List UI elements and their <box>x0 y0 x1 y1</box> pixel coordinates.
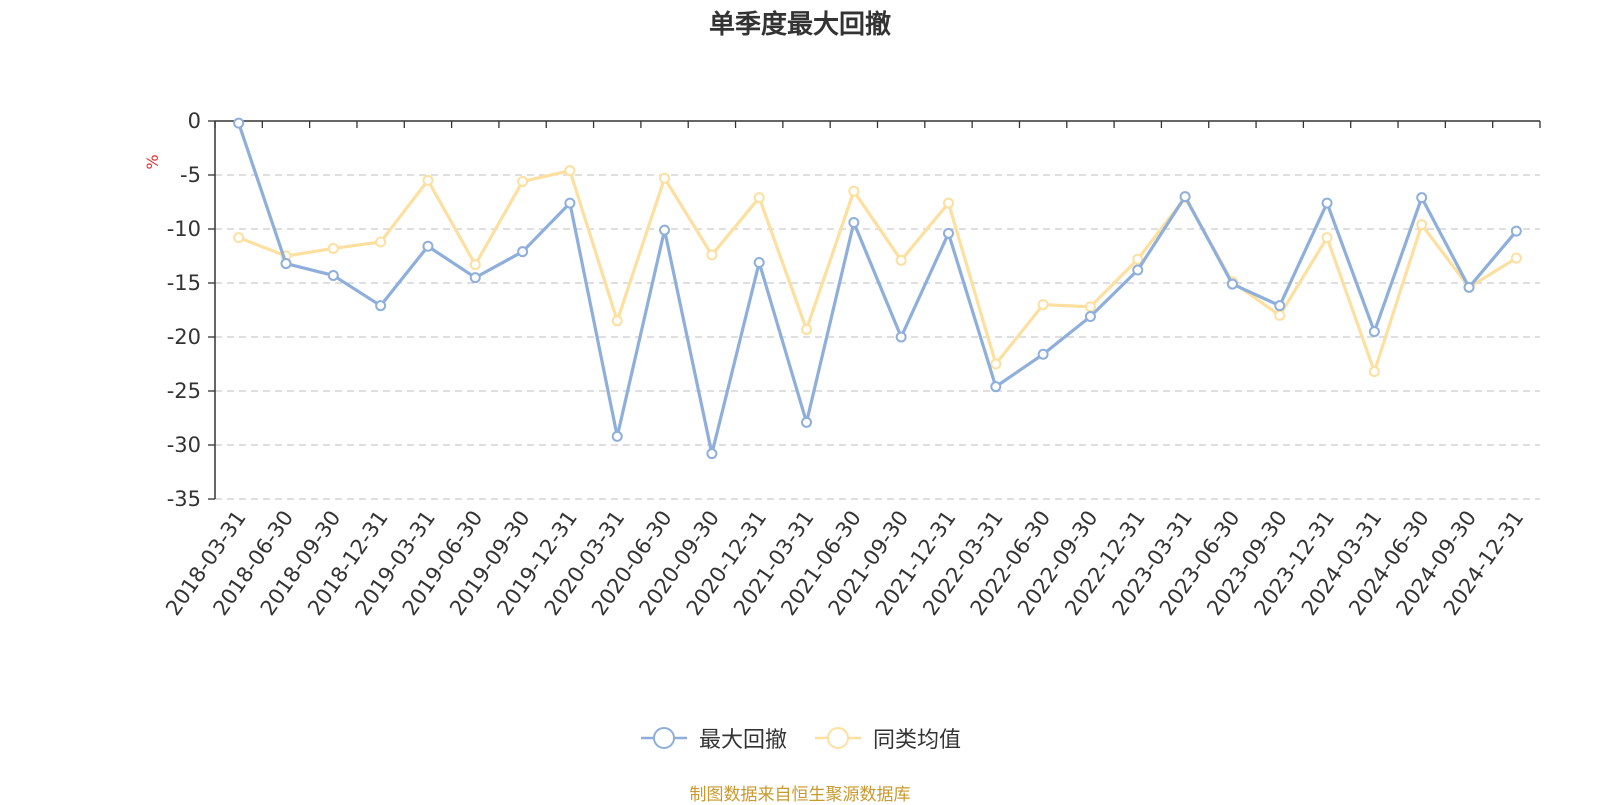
data-point-0 <box>706 448 718 460</box>
legend-item-1[interactable]: 同类均值 <box>813 722 961 754</box>
series-layer <box>233 117 1522 460</box>
legend-swatch-icon <box>815 727 861 749</box>
y-tick-label: -5 <box>180 163 201 187</box>
axis-layer: 0-5-10-15-20-25-30-35%2018-03-312018-06-… <box>143 109 1541 620</box>
data-point-1 <box>1321 232 1333 244</box>
data-point-1 <box>1084 301 1096 313</box>
data-point-1 <box>422 174 434 186</box>
data-point-1 <box>469 259 481 271</box>
data-point-0 <box>1510 225 1522 237</box>
data-point-0 <box>517 246 529 258</box>
data-point-1 <box>1416 219 1428 231</box>
data-point-1 <box>1037 299 1049 311</box>
data-point-0 <box>801 416 813 428</box>
data-point-0 <box>1463 281 1475 293</box>
data-point-0 <box>564 197 576 209</box>
data-point-0 <box>1368 326 1380 338</box>
y-tick-label: -35 <box>167 487 201 511</box>
data-point-1 <box>659 172 671 184</box>
legend: 最大回撤 同类均值 <box>0 722 1600 754</box>
data-point-1 <box>375 236 387 248</box>
data-point-0 <box>895 331 907 343</box>
data-point-0 <box>753 256 765 268</box>
data-point-0 <box>1132 264 1144 276</box>
data-point-0 <box>611 430 623 442</box>
y-tick-label: -20 <box>167 325 201 349</box>
data-point-1 <box>895 254 907 266</box>
data-point-1 <box>753 192 765 204</box>
data-point-1 <box>517 175 529 187</box>
data-point-1 <box>233 232 245 244</box>
data-point-0 <box>1226 278 1238 290</box>
data-point-0 <box>233 117 245 129</box>
legend-swatch-icon <box>640 727 687 749</box>
data-point-0 <box>1321 197 1333 209</box>
data-point-0 <box>1179 191 1191 203</box>
y-tick-label: -30 <box>167 433 201 457</box>
data-point-0 <box>375 300 387 312</box>
data-point-0 <box>1274 300 1286 312</box>
series-line-0 <box>237 122 1518 456</box>
data-point-1 <box>1510 252 1522 264</box>
y-tick-label: -25 <box>167 379 201 403</box>
legend-label: 同类均值 <box>873 728 962 753</box>
data-point-1 <box>611 315 623 327</box>
data-point-1 <box>990 358 1002 370</box>
data-point-1 <box>1132 253 1144 265</box>
data-point-0 <box>1037 348 1049 360</box>
data-point-0 <box>1416 192 1428 204</box>
data-point-0 <box>280 258 292 270</box>
y-tick-label: -10 <box>167 217 201 241</box>
data-point-1 <box>327 242 339 254</box>
data-point-1 <box>1368 366 1380 378</box>
data-point-0 <box>848 217 860 229</box>
data-point-1 <box>942 197 954 209</box>
data-point-0 <box>659 224 671 236</box>
data-point-0 <box>990 381 1002 393</box>
chart-title: 单季度最大回撤 <box>708 10 891 40</box>
data-point-1 <box>1274 309 1286 321</box>
data-point-0 <box>469 272 481 284</box>
y-tick-label: -15 <box>167 271 201 295</box>
series-line-1 <box>238 169 1518 374</box>
data-point-0 <box>1084 310 1096 322</box>
source-note: 制图数据来自恒生聚源数据库 <box>689 785 911 805</box>
data-point-1 <box>564 165 576 177</box>
data-point-0 <box>327 269 339 281</box>
legend-label: 最大回撤 <box>698 728 787 753</box>
data-point-1 <box>848 185 860 197</box>
data-point-0 <box>422 240 434 252</box>
data-point-0 <box>942 227 954 239</box>
y-axis-label: % <box>143 154 162 169</box>
y-tick-label: 0 <box>188 109 201 133</box>
line-chart: 0-5-10-15-20-25-30-35%2018-03-312018-06-… <box>143 109 1541 620</box>
data-point-1 <box>706 249 718 261</box>
legend-item-0[interactable]: 最大回撤 <box>639 722 787 754</box>
data-point-1 <box>801 323 813 335</box>
